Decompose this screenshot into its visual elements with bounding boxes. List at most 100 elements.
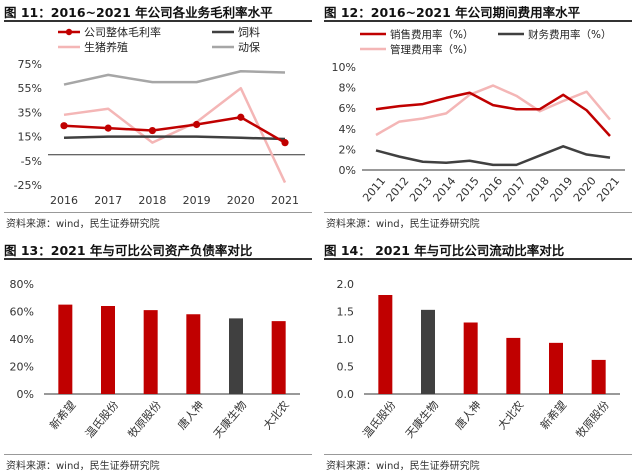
x-tick-label: 牧原股份 [125,398,164,441]
bar [378,295,393,394]
y-tick-label: 0.0 [337,388,355,401]
y-tick-label: 75% [18,58,42,71]
x-tick-label: 2012 [384,175,412,205]
legend-marker [65,28,73,36]
y-tick-label: 6% [339,102,356,115]
bar [591,359,606,394]
data-point [193,120,201,129]
x-tick-label: 2019 [183,194,211,207]
y-tick-label: 0.5 [337,361,355,374]
y-tick-label: 2.0 [337,278,355,291]
x-tick-label: 2014 [430,175,458,205]
series-line [63,70,286,86]
y-tick-label: 55% [18,82,42,95]
y-tick-label: 10% [332,61,356,74]
data-point [237,113,245,121]
legend-label: 管理费用率（%） [390,43,473,56]
bar [101,306,115,394]
source-note: 资料来源：wind，民生证券研究院 [6,461,160,472]
source-note: 资料来源：wind，民生证券研究院 [326,461,480,472]
bar [549,342,563,394]
y-tick-label: 8% [339,82,356,95]
y-tick-label: 80% [10,278,34,291]
x-tick-label: 天康生物 [210,398,249,441]
chart-panel-current-ratio: 图 14： 2021 年与可比公司流动比率对比 2.0 1.5 1.0 0.5 0.0 温… [320,238,640,475]
x-tick-label: 2020 [571,175,599,205]
x-tick-label: 牧原股份 [573,398,612,441]
source-rule [4,454,312,455]
series-line [375,91,611,137]
x-tick-label: 2011 [360,175,388,205]
series-line [63,135,286,141]
data-point [104,124,112,132]
title-rule [4,258,312,260]
legend-label: 生猪养殖 [84,40,128,54]
bar [271,321,286,394]
current-ratio-chart: 2.0 1.5 1.0 0.5 0.0 温氏股份 天康生物 唐人神 大北农 新希望 牧原股份 [337,278,620,441]
y-tick-label: 1.0 [337,333,355,346]
y-tick-label: 1.5 [337,306,355,319]
bar [58,304,73,394]
bar [463,322,478,394]
x-tick-label: 2018 [138,194,166,207]
bar [229,318,243,394]
bar [186,314,201,394]
x-tick-label: 2015 [454,175,482,205]
source-rule [324,454,632,455]
x-tick-label: 2017 [501,175,529,205]
x-tick-label: 2020 [227,194,255,207]
source-note: 资料来源：wind，民生证券研究院 [6,219,160,230]
x-tick-label: 温氏股份 [83,399,121,441]
chart-panel-expense-ratio: 图 12：2016~2021 年公司期间费用率水平 销售费用率（%） 财务费用率（… [320,0,640,237]
legend-label: 公司整体毛利率 [84,25,161,39]
chart-title: 图 13：2021 年与可比公司资产负债率对比 [4,243,253,258]
x-tick-label: 2013 [407,175,435,205]
x-tick-label: 2018 [524,175,552,205]
y-tick-label: -5% [21,155,42,168]
title-rule [324,20,632,22]
y-tick-label: 35% [18,106,42,119]
title-rule [4,20,312,22]
chart-panel-gross-margin: 图 11：2016~2021 年公司各业务毛利率水平 公司整体毛利率 饲料 生猪养殖… [0,0,320,237]
y-tick-label: 4% [339,123,356,136]
legend-label: 动保 [238,40,260,54]
source-rule [324,212,632,213]
x-tick-label: 温氏股份 [360,399,398,441]
chart-title: 图 11：2016~2021 年公司各业务毛利率水平 [4,5,273,20]
x-tick-label: 唐人神 [452,398,484,432]
source-rule [4,212,312,213]
chart-title: 图 12：2016~2021 年公司期间费用率水平 [324,5,581,20]
x-tick-label: 大北农 [260,398,292,432]
x-tick-label: 2017 [94,194,122,207]
x-tick-label: 大北农 [495,398,527,432]
y-tick-label: 2% [339,143,356,156]
y-tick-label: -25% [14,179,42,192]
series-line [63,115,286,144]
chart-panel-debt-ratio: 图 13：2021 年与可比公司资产负债率对比 80% 60% 40% 20% 0% 新希… [0,238,320,475]
bar [421,309,435,394]
y-tick-label: 20% [10,361,34,374]
x-tick-label: 新希望 [537,398,569,432]
x-tick-label: 2021 [271,194,299,207]
expense-ratio-chart: 销售费用率（%） 财务费用率（%） 管理费用率（%） 10% 8% 6% 4% 2% 0% 201… [332,28,625,205]
legend-label: 财务费用率（%） [528,28,611,41]
y-tick-label: 40% [10,333,34,346]
x-tick-label: 2016 [50,194,78,207]
data-point [281,139,289,147]
x-tick-label: 2019 [547,175,575,205]
x-tick-label: 2016 [477,175,505,205]
series-line [375,84,611,137]
bar [143,310,158,394]
bar [506,337,521,394]
debt-ratio-chart: 80% 60% 40% 20% 0% 新希望 温氏股份 牧原股份 唐人神 天康生物 大北农 [10,278,300,441]
y-tick-label: 0% [17,388,34,401]
source-note: 资料来源：wind，民生证券研究院 [326,219,480,230]
y-tick-label: 60% [10,306,34,319]
data-point [148,126,156,135]
x-tick-label: 新希望 [47,398,79,432]
series-line [63,86,287,184]
y-tick-label: 15% [18,131,42,144]
data-point [60,122,68,130]
title-rule [324,258,632,260]
